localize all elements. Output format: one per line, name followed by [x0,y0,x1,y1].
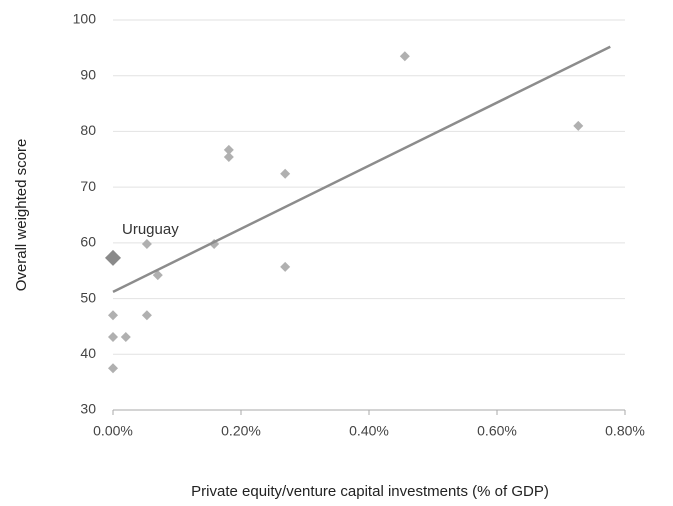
point [280,261,291,272]
y-tick-label: 30 [80,401,96,417]
x-tick-label: 0.00% [93,423,133,439]
y-tick-label: 100 [73,11,97,27]
trendline [112,45,611,294]
y-tick-label: 90 [80,66,96,82]
x-tick-label: 0.40% [349,423,389,439]
annotation: Uruguay [122,221,179,238]
point [223,152,234,163]
y-tick-label: 70 [80,178,96,194]
point [399,51,410,62]
point [223,144,234,155]
point [573,120,584,131]
point [108,363,118,374]
point [141,238,152,249]
x-axis-title: Private equity/venture capital investmen… [191,483,549,500]
point [120,332,131,343]
point [108,332,118,343]
point [152,270,163,281]
point [108,310,118,321]
x-tick-label: 0.80% [605,423,645,439]
point [141,310,152,321]
y-tick-label: 50 [80,289,96,305]
x-tick-label: 0.20% [221,423,261,439]
highlight-point [105,249,121,266]
y-axis-title: Overall weighted score [13,139,30,292]
x-tick-label: 0.60% [477,423,517,439]
point [280,168,291,179]
y-tick-label: 60 [80,234,96,250]
y-tick-label: 80 [80,122,96,138]
y-tick-label: 40 [80,345,96,361]
